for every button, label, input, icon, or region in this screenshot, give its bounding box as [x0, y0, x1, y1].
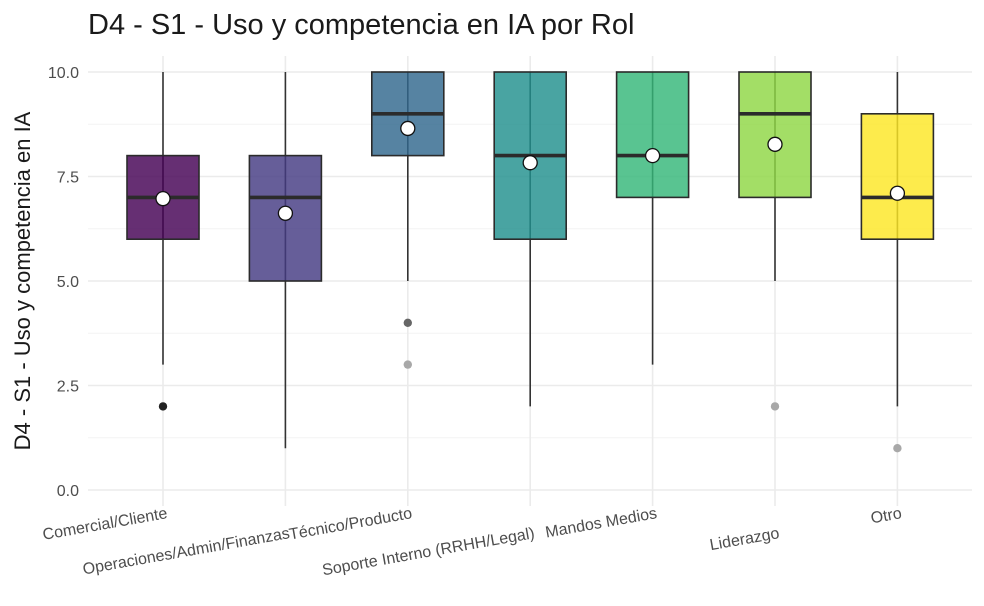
- box-group: [370, 71, 445, 369]
- outlier-point: [403, 360, 412, 369]
- mean-point: [767, 136, 783, 152]
- mean-point: [400, 120, 416, 137]
- mean-point: [155, 191, 171, 207]
- y-axis-ticks: 0.0 2.5 5.0 7.5 10.0: [48, 65, 79, 500]
- mean-point: [644, 147, 661, 164]
- outlier-point: [893, 444, 902, 453]
- x-tick-label: Otro: [869, 505, 903, 527]
- y-tick-label: 2.5: [57, 379, 79, 396]
- x-tick-label: Comercial/Cliente: [41, 505, 168, 544]
- x-tick-label: Operaciones/Admin/Finanzas: [81, 525, 291, 578]
- mean-point: [889, 185, 906, 201]
- box-group: [493, 71, 568, 407]
- box-group: [126, 72, 200, 411]
- x-axis-ticks: Comercial/ClienteOperaciones/Admin/Finan…: [41, 505, 903, 579]
- mean-point: [522, 155, 538, 171]
- y-tick-label: 0.0: [57, 483, 79, 500]
- outlier-point: [403, 318, 412, 327]
- outlier-point: [770, 402, 780, 411]
- boxes-layer: [126, 71, 935, 453]
- y-tick-label: 10.0: [48, 65, 79, 82]
- box: [860, 113, 935, 241]
- box: [738, 71, 812, 199]
- y-tick-label: 7.5: [57, 170, 79, 187]
- box: [615, 71, 690, 199]
- x-tick-label: Soporte Interno (RRHH/Legal): [321, 525, 536, 579]
- x-tick-label: Mandos Medios: [544, 505, 658, 541]
- outlier-point: [158, 402, 168, 411]
- mean-point: [277, 205, 294, 221]
- x-tick-label: Liderazgo: [709, 525, 781, 554]
- y-tick-label: 5.0: [57, 274, 79, 291]
- y-axis-label: D4 - S1 - Uso y competencia en IA: [10, 111, 35, 450]
- x-tick-label: Técnico/Producto: [288, 505, 414, 543]
- box-group: [738, 71, 812, 411]
- box-group: [248, 72, 323, 449]
- box-group: [615, 71, 690, 365]
- chart-title: D4 - S1 - Uso y competencia en IA por Ro…: [88, 9, 634, 41]
- box-group: [860, 72, 935, 453]
